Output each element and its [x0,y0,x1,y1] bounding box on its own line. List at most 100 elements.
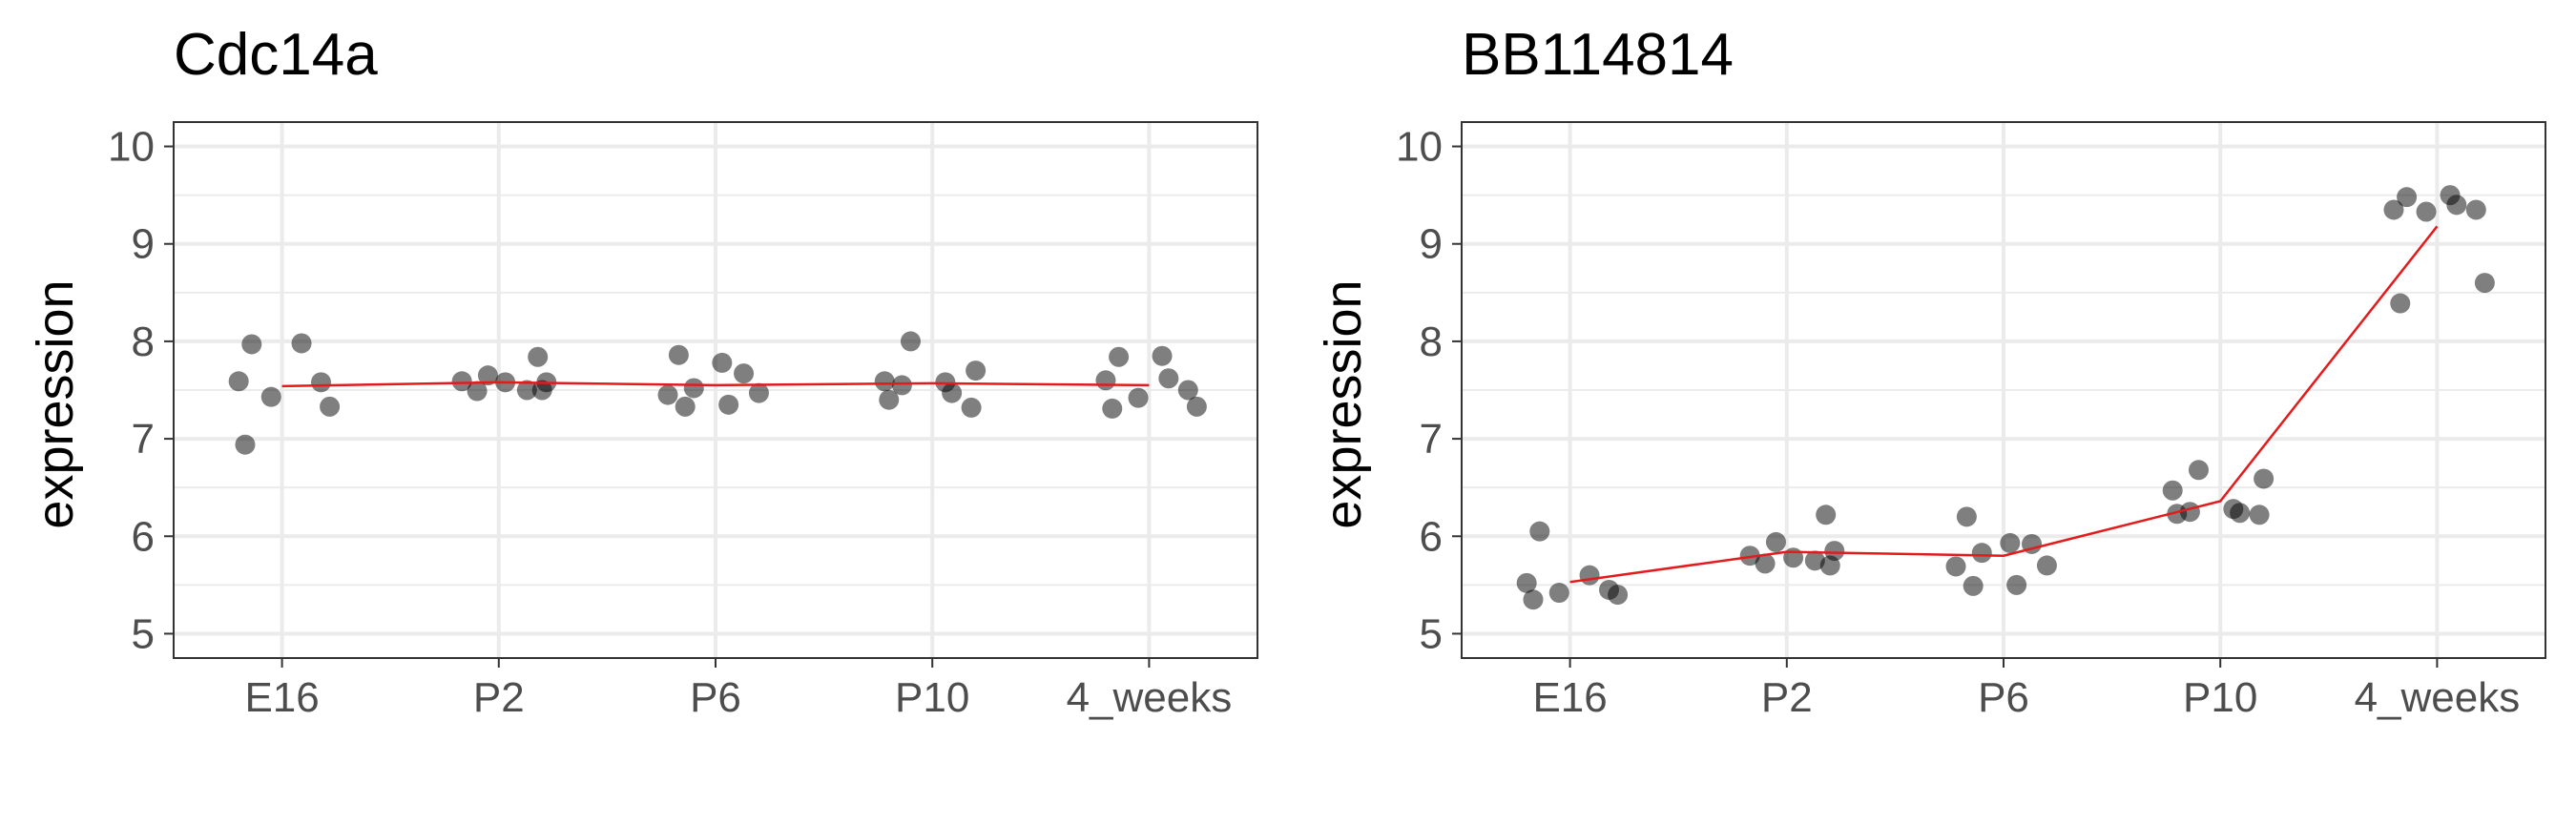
data-point [228,371,249,392]
data-point [675,396,696,417]
x-tick-label: P6 [690,674,741,721]
data-point [1177,380,1198,401]
panel-title: Cdc14a [174,22,378,88]
data-point [2446,195,2467,216]
x-tick-label: 4_weeks [1067,674,1233,721]
data-point [1739,546,1760,566]
data-point [320,396,341,417]
mean-line [1569,225,2439,584]
x-tick-label: E16 [1532,674,1607,721]
panel-cdc14a: Cdc14a expression 5 6 7 8 9 10 E16 P2 P6 P10 4_wee… [27,22,1258,721]
data-point [516,380,537,401]
data-point [2167,504,2188,525]
x-tick-label: 4_weeks [2355,674,2521,721]
data-point [1516,572,1537,593]
data-point [1152,345,1173,366]
mean-line [281,381,1150,388]
panel-title: BB114814 [1462,22,1734,88]
data-point [451,371,472,392]
y-tick-label: 8 [1420,319,1443,365]
y-tick-label: 5 [132,610,155,657]
data-point [241,334,262,355]
data-point [2397,187,2418,208]
data-point [900,331,921,352]
x-tick-label: P10 [2183,674,2257,721]
data-point [260,386,281,407]
data-point [291,333,312,354]
data-point [1579,565,1600,586]
data-point [310,372,331,393]
data-point [1783,547,1804,568]
y-axis-title: expression [27,279,84,528]
data-point [879,389,900,410]
data-point [528,346,549,367]
x-tick-label: P2 [473,674,525,721]
data-point [235,434,256,455]
y-tick-label: 10 [108,124,155,171]
data-point [1945,556,1966,577]
data-point [467,381,488,402]
data-point [718,394,739,415]
panel-bb114814: BB114814 expression 5 6 7 8 9 10 E16 P2 P6 P10 4_w… [1315,22,2546,721]
y-tick-label: 6 [132,513,155,560]
data-point [2188,460,2209,481]
data-point [891,375,912,396]
data-point [1816,505,1837,525]
y-tick-label: 9 [132,221,155,268]
data-point [1095,370,1116,391]
data-point [2036,555,2057,576]
plot-area: 5 6 7 8 9 10 E16 P2 P6 P10 4_weeks [1396,121,2546,721]
data-point [1804,550,1825,571]
y-tick-label: 9 [1420,221,1443,268]
data-point [2416,201,2437,222]
data-point [2390,293,2411,314]
data-point [2474,273,2495,294]
data-point [712,352,733,373]
data-point [2006,574,2027,595]
data-point [1109,346,1130,367]
data-point [734,363,755,384]
data-point [1971,543,1992,564]
y-tick-label: 7 [1420,416,1443,463]
data-point [961,397,982,418]
data-point [1128,387,1149,408]
y-axis-title: expression [1315,279,1372,528]
data-point [1956,506,1977,527]
data-point [2230,503,2251,524]
data-point [1102,398,1123,419]
data-point [2162,480,2183,501]
x-tick-label: P6 [1978,674,2029,721]
data-point [1765,531,1786,552]
data-point [668,344,689,365]
data-point [1608,585,1629,606]
y-tick-label: 5 [1420,610,1443,657]
y-tick-label: 7 [132,416,155,463]
data-point [1186,396,1207,417]
x-tick-label: E16 [244,674,319,721]
data-point [2254,468,2275,489]
data-point [477,365,498,386]
y-tick-label: 10 [1396,124,1443,171]
data-point [683,378,704,399]
data-point [2000,532,2021,553]
data-point [966,360,987,381]
data-point [657,384,678,405]
data-point [531,380,552,401]
data-point [1529,521,1550,542]
data-point [1158,368,1179,389]
data-point [1548,583,1569,604]
data-point [1523,589,1544,610]
x-tick-label: P2 [1761,674,1813,721]
y-tick-label: 6 [1420,513,1443,560]
y-tick-label: 8 [132,319,155,365]
data-point [748,382,769,403]
data-point [1963,575,1984,596]
data-point [942,382,963,403]
data-point [874,371,895,392]
data-point [2383,199,2404,220]
plot-area: 5 6 7 8 9 10 E16 P2 P6 P10 4_weeks [108,121,1258,721]
data-point [2249,505,2270,525]
data-point [2465,199,2486,220]
x-tick-label: P10 [895,674,969,721]
